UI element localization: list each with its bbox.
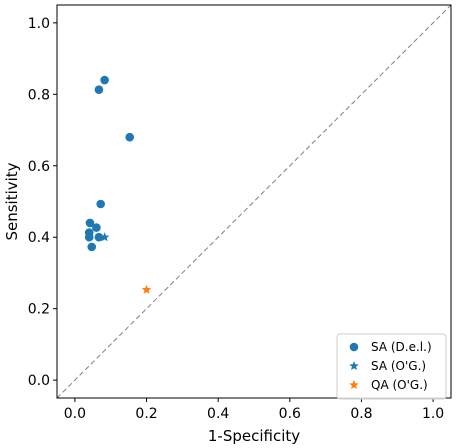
data-points: [84, 75, 152, 294]
legend-marker: [349, 342, 359, 352]
data-point: [85, 218, 95, 228]
legend-box: [336, 333, 447, 400]
legend-label: SA (D.e.l.): [371, 340, 432, 354]
x-tick-label: 0.8: [350, 406, 372, 422]
x-tick-label: 0.4: [207, 406, 229, 422]
data-point: [99, 232, 110, 242]
y-axis-label: Sensitivity: [3, 162, 21, 240]
x-tick-label: 0.6: [279, 406, 301, 422]
x-tick-label: 1.0: [422, 406, 444, 422]
y-tick-label: 0.6: [28, 159, 50, 175]
data-point: [92, 223, 101, 232]
data-point: [94, 85, 104, 94]
legend-label: SA (O'G.): [371, 359, 426, 373]
data-point: [141, 284, 152, 294]
legend-marker: [349, 361, 359, 371]
data-point: [96, 199, 105, 209]
axis-ticks: 0.0 0.2 0.4 0.6 0.8 1.0 0.0 0.2 0.4 0.6 0.8 1.0: [28, 16, 444, 422]
y-tick-label: 0.8: [28, 87, 50, 103]
y-tick-label: 0.4: [28, 230, 50, 246]
data-point: [84, 232, 94, 242]
legend: SA (D.e.l.) SA (O'G.) QA (O'G.): [336, 333, 447, 400]
x-tick-label: 0.2: [135, 406, 157, 422]
data-point: [94, 232, 104, 242]
x-axis-label: 1-Specificity: [208, 427, 300, 445]
legend-marker: [349, 380, 359, 390]
plot-frame: [56, 4, 452, 399]
data-point: [100, 75, 109, 85]
diagonal-reference-line: [56, 4, 452, 399]
data-point: [125, 132, 135, 142]
y-tick-label: 1.0: [28, 16, 50, 32]
y-tick-label: 0.0: [28, 373, 50, 389]
y-tick-label: 0.2: [28, 302, 50, 318]
data-point: [87, 242, 97, 252]
x-tick-label: 0.0: [64, 406, 86, 422]
legend-label: QA (O'G.): [371, 378, 428, 392]
